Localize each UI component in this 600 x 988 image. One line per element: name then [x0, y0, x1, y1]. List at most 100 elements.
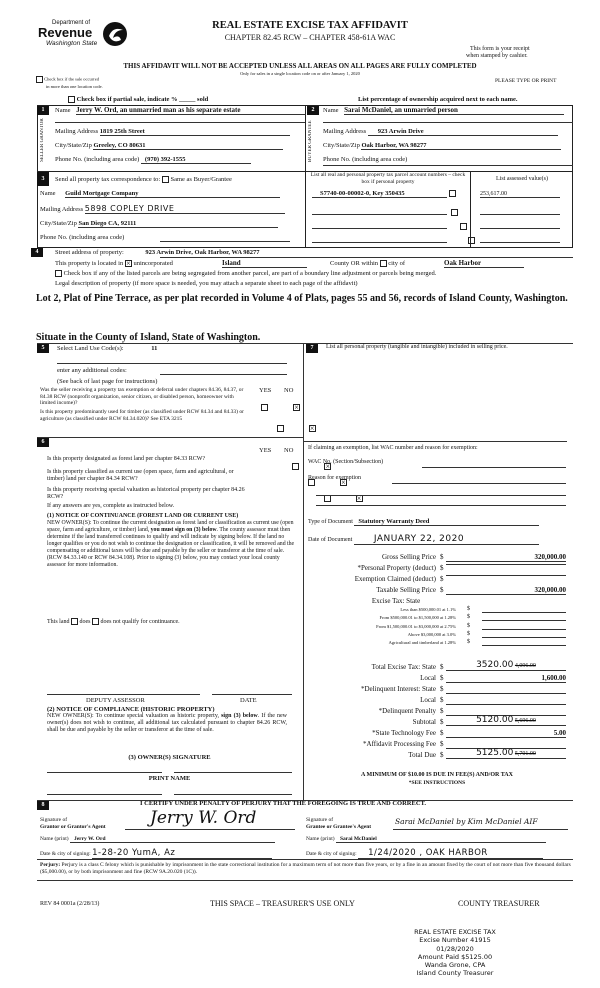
- does-checkbox[interactable]: [71, 618, 78, 625]
- does-not-checkbox[interactable]: [92, 618, 99, 625]
- assessed-value[interactable]: 253,617.00: [480, 191, 560, 198]
- corr-city[interactable]: San Diego CA, 92111: [78, 220, 279, 228]
- tax-row-label: Exemption Claimed (deduct): [354, 575, 436, 583]
- segregated-checkbox[interactable]: [55, 270, 62, 278]
- same-as-buyer-checkbox[interactable]: [161, 176, 169, 184]
- county-value[interactable]: Island: [222, 259, 307, 268]
- grantor-date[interactable]: 1-28-20 YumA, Az: [92, 848, 273, 859]
- tax-bracket-label: Less than $500,000.01 at 1.1%: [400, 607, 456, 612]
- land-use-code[interactable]: 11: [151, 345, 158, 352]
- tax-bracket-value[interactable]: [482, 632, 566, 638]
- personal-property-checkbox[interactable]: [448, 190, 456, 198]
- doc-type[interactable]: Statutory Warranty Deed: [354, 518, 540, 526]
- grantor-name[interactable]: Jerry W. Ord: [69, 836, 275, 843]
- tax-row-value[interactable]: [446, 575, 566, 576]
- does-not-label: does not qualify for continuance.: [100, 618, 180, 625]
- total-row-value[interactable]: [446, 740, 566, 749]
- no-header-6: NO: [284, 447, 294, 454]
- located-in-label: This property is located in: [55, 260, 124, 267]
- dor-swirl-icon: [103, 22, 127, 46]
- s6-q1-yes-checkbox[interactable]: [292, 463, 300, 471]
- property-street[interactable]: 923 Arwin Drive, Oak Harbor, WA 98277: [145, 249, 260, 256]
- exemption-label: If claiming an exemption, list WAC numbe…: [308, 445, 478, 451]
- currency-sign: $: [440, 751, 444, 759]
- grantor-signature[interactable]: Jerry W. Ord: [150, 808, 257, 828]
- does-label: does: [79, 618, 91, 625]
- buyer-name[interactable]: Sarai McDaniel, an unmarried person: [344, 106, 565, 115]
- stamp-amount: Amount Paid $5125.00: [417, 952, 493, 961]
- grantee-signature[interactable]: Sarai McDaniel by Kim McDaniel AIF: [395, 817, 538, 826]
- currency-sign: $: [440, 696, 444, 704]
- street-label: Street address of property:: [55, 249, 124, 256]
- total-row-amount: 5125.00: [476, 748, 514, 758]
- total-row-value[interactable]: 5120.00 5,696.00: [446, 715, 566, 726]
- q2-no-checkbox[interactable]: [308, 425, 316, 433]
- notice2-text: NEW OWNER(S): To continue special valuat…: [47, 713, 287, 733]
- form-revision: REV 84 0001a (2/28/13): [40, 901, 100, 907]
- grantor-sig-label-2: Grantor or Grantor's Agent: [40, 824, 106, 830]
- parcel-number[interactable]: S7740-00-00002-0, Key 350435: [312, 190, 447, 198]
- total-row-value[interactable]: 3520.00 4,096.00: [446, 660, 566, 671]
- q1-yes-checkbox[interactable]: [261, 404, 268, 412]
- situate: Situate in the County of Island, State o…: [36, 332, 261, 343]
- section-2-number: 2: [307, 106, 319, 115]
- total-row-value[interactable]: [446, 685, 566, 694]
- grantee-name[interactable]: Sarai McDaniel: [335, 836, 546, 843]
- seller-city[interactable]: Greeley, CO 80631: [93, 142, 284, 150]
- total-row-value[interactable]: [446, 707, 566, 716]
- grantor-sig-label-1: Signature of: [40, 817, 68, 823]
- tax-row-value[interactable]: 320,000.00: [446, 586, 566, 595]
- total-row-label: Local: [420, 674, 436, 682]
- grantee-sig-label-2: Grantee or Grantee's Agent: [306, 824, 372, 830]
- tax-bracket-value[interactable]: [482, 607, 566, 613]
- personal-property-checkbox[interactable]: [451, 209, 458, 217]
- total-row-value[interactable]: 5.00: [446, 729, 566, 738]
- this-land-label: This land: [47, 618, 70, 625]
- s6-q3-no-checkbox[interactable]: [355, 495, 363, 503]
- tax-bracket-value[interactable]: [482, 615, 566, 622]
- seller-name[interactable]: Jerry W. Ord, an unmarried man as his se…: [76, 106, 307, 115]
- personal-property-checkbox[interactable]: [468, 237, 476, 245]
- grantee-date[interactable]: 1/24/2020 , OAK HARBOR: [358, 848, 544, 859]
- city-value[interactable]: Oak Harbor: [444, 259, 524, 268]
- grantee-date-label: Date & city of signing:: [306, 851, 357, 857]
- tax-bracket-value[interactable]: [482, 640, 566, 647]
- tax-row-value[interactable]: [446, 564, 566, 565]
- total-row-label: *Delinquent Interest: State: [360, 685, 436, 693]
- corr-mail[interactable]: 5898 COPLEY DRIVE: [84, 204, 285, 214]
- same-as-buyer-label: Same as Buyer/Grantee: [170, 176, 232, 183]
- logo-state: Washington State: [46, 40, 98, 47]
- legal-description[interactable]: Lot 2, Plat of Pine Terrace, as per plat…: [36, 293, 568, 304]
- tax-bracket-value[interactable]: [482, 624, 566, 630]
- s6-q2-yes-checkbox[interactable]: [307, 479, 315, 487]
- total-row-value[interactable]: 5125.00 5,701.00: [446, 748, 566, 759]
- total-row-label: Local: [420, 696, 436, 704]
- currency-sign: $: [467, 606, 470, 612]
- grantee-sig-label-1: Signature of: [306, 817, 334, 823]
- seller-mail[interactable]: 1819 25th Street: [99, 128, 290, 136]
- personal-property-checkbox[interactable]: [459, 223, 467, 231]
- tax-row-value[interactable]: 320,000.00: [446, 553, 566, 562]
- city-checkbox[interactable]: [379, 260, 387, 268]
- buyer-mail[interactable]: 923 Arwin Drive: [367, 128, 558, 136]
- seller-phone[interactable]: (970) 392-1555: [140, 156, 251, 164]
- warning: THIS AFFIDAVIT WILL NOT BE ACCEPTED UNLE…: [123, 62, 477, 70]
- multi-location-label-2: in more than one location code.: [46, 84, 103, 89]
- s6-q1-no-checkbox[interactable]: [324, 463, 332, 471]
- receipt-note-2: when stamped by cashier.: [466, 53, 528, 59]
- s6-q2-no-checkbox[interactable]: [339, 479, 347, 487]
- total-row-value[interactable]: [446, 696, 566, 705]
- stamp-signer: Wanda Grone, CPA: [424, 961, 486, 970]
- q2-yes-checkbox[interactable]: [276, 425, 284, 433]
- q1-no-checkbox[interactable]: [293, 404, 300, 412]
- s6-q3-yes-checkbox[interactable]: [323, 495, 331, 503]
- corr-name[interactable]: Guild Mortgage Company: [65, 190, 281, 198]
- buyer-city[interactable]: Oak Harbor, WA 98277: [361, 142, 562, 150]
- total-row-value[interactable]: 1,600.00: [446, 674, 566, 683]
- multi-location-checkbox[interactable]: [36, 76, 43, 83]
- unincorporated-checkbox[interactable]: [124, 260, 132, 268]
- partial-sale-checkbox[interactable]: [68, 96, 75, 104]
- corr-mail-label: Mailing Address: [40, 206, 84, 213]
- currency-sign: $: [440, 564, 444, 572]
- doc-date[interactable]: JANUARY 22, 2020: [353, 534, 539, 545]
